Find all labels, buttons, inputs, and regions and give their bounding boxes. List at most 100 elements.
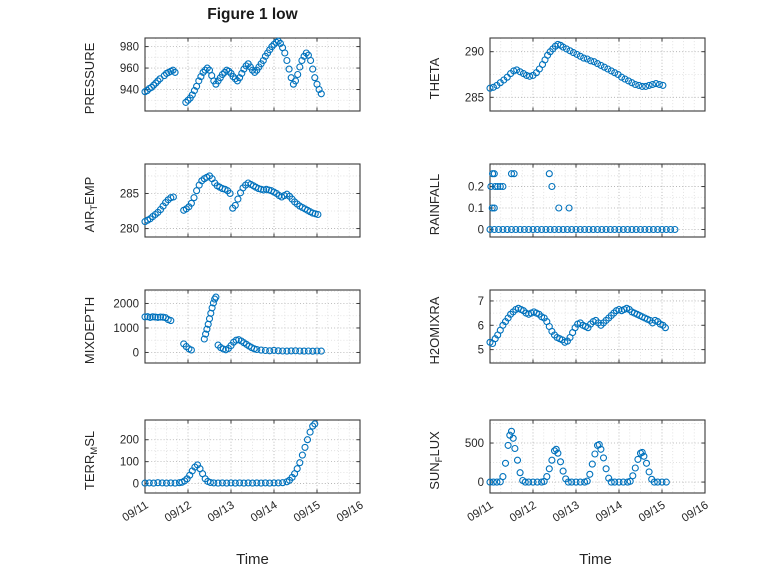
- data-point-marker: [496, 182, 504, 191]
- axes-box: [489, 289, 706, 364]
- data-point-marker: [645, 81, 653, 89]
- rainfall-plot-area: 0 0.1 0.2 RAINFALL: [427, 163, 706, 238]
- data-point-marker: [490, 204, 498, 212]
- data-point-marker: [162, 479, 171, 487]
- data-point-marker: [516, 469, 524, 477]
- data-point-marker: [486, 478, 494, 486]
- data-point-marker: [587, 57, 595, 65]
- markers: [486, 170, 679, 234]
- data-point-marker: [150, 81, 158, 89]
- data-point-marker: [597, 61, 605, 69]
- data-point-marker: [564, 478, 572, 486]
- data-point-marker: [600, 63, 608, 71]
- data-point-marker: [513, 66, 521, 74]
- data-point-marker: [486, 84, 494, 92]
- data-point-marker: [583, 477, 591, 485]
- data-point-marker: [151, 313, 159, 321]
- data-point-marker: [248, 479, 257, 487]
- subplot-mixdepth: 0 1000 2000 MIXDEPTH: [80, 287, 368, 375]
- subplot-rainfall: 0 0.1 0.2 RAINFALL: [425, 161, 713, 249]
- h2omixra-plot-area: 5 6 7 H2OMIXRA: [427, 289, 706, 364]
- data-point-marker: [538, 225, 546, 234]
- data-point-marker: [548, 182, 556, 191]
- data-point-marker: [293, 465, 301, 473]
- data-point-marker: [626, 477, 634, 485]
- data-point-marker: [636, 225, 645, 234]
- data-point-marker: [291, 77, 300, 85]
- data-point-marker: [576, 52, 584, 60]
- data-point-marker: [545, 170, 553, 178]
- y-tick-label: 2000: [113, 298, 139, 310]
- data-point-marker: [632, 225, 640, 234]
- data-point-marker: [259, 56, 267, 65]
- data-point-marker: [296, 347, 304, 355]
- data-point-marker: [593, 225, 602, 234]
- y-tick-label: 980: [120, 42, 139, 54]
- data-point-marker: [214, 479, 222, 487]
- data-point-marker: [268, 43, 276, 51]
- data-point-marker: [591, 450, 599, 458]
- data-point-marker: [552, 445, 560, 453]
- data-point-marker: [562, 45, 571, 53]
- data-point-marker: [618, 73, 626, 81]
- data-point-marker: [171, 68, 179, 76]
- data-point-marker: [226, 189, 234, 198]
- data-point-marker: [543, 473, 551, 481]
- minor-grid: [145, 164, 360, 237]
- data-point-marker: [197, 73, 205, 81]
- data-point-marker: [251, 68, 259, 76]
- minor-grid: [145, 420, 360, 493]
- data-point-marker: [513, 456, 522, 464]
- data-point-marker: [586, 470, 594, 478]
- data-point-marker: [238, 69, 246, 77]
- data-point-marker: [607, 478, 615, 486]
- data-point-marker: [652, 80, 660, 88]
- data-point-marker: [611, 478, 619, 486]
- data-point-marker: [141, 479, 149, 487]
- data-point-marker: [638, 82, 646, 90]
- data-point-marker: [595, 441, 603, 449]
- data-point-marker: [545, 465, 553, 473]
- data-point-marker: [658, 225, 666, 234]
- data-point-marker: [306, 428, 314, 436]
- data-point-marker: [202, 330, 210, 338]
- data-point-marker: [184, 96, 192, 104]
- figure-title: Figure 1 low: [207, 6, 298, 23]
- data-point-marker: [494, 182, 502, 191]
- x-tick-label: 09/14: [594, 499, 625, 525]
- x-tick-label: 09/16: [335, 499, 366, 524]
- data-point-marker: [234, 195, 242, 203]
- data-point-marker: [488, 204, 496, 212]
- subplot-theta: 285 290 THETA: [425, 35, 713, 123]
- data-point-marker: [634, 455, 642, 463]
- data-point-marker: [511, 444, 519, 453]
- data-point-marker: [507, 427, 516, 435]
- data-point-marker: [296, 459, 304, 467]
- data-point-marker: [309, 65, 317, 73]
- subplot-h2omixra: 5 6 7 H2OMIXRA: [425, 287, 713, 375]
- data-point-marker: [548, 456, 556, 464]
- data-point-marker: [302, 49, 310, 57]
- data-point-marker: [287, 347, 295, 355]
- markers: [141, 172, 322, 226]
- data-point-marker: [654, 225, 662, 234]
- data-point-marker: [301, 443, 309, 451]
- data-point-marker: [218, 479, 226, 487]
- subplot-sunflux: 0 500 09/11 09/12 09/13 09/14 09/15 09/16 SUNFLU…: [425, 417, 713, 556]
- data-point-marker: [615, 478, 623, 486]
- data-point-marker: [231, 479, 239, 487]
- data-point-marker: [257, 479, 265, 487]
- data-point-marker: [516, 225, 524, 234]
- data-point-marker: [507, 170, 516, 178]
- data-point-marker: [635, 81, 643, 89]
- data-point-marker: [529, 225, 537, 234]
- data-point-marker: [158, 479, 166, 487]
- y-tick-label: 200: [120, 435, 139, 447]
- data-point-marker: [501, 459, 510, 467]
- data-point-marker: [253, 345, 261, 354]
- data-point-marker: [274, 479, 282, 487]
- data-point-marker: [581, 225, 589, 234]
- data-point-marker: [208, 304, 216, 312]
- data-point-marker: [307, 56, 315, 65]
- tick-marks: [489, 38, 706, 111]
